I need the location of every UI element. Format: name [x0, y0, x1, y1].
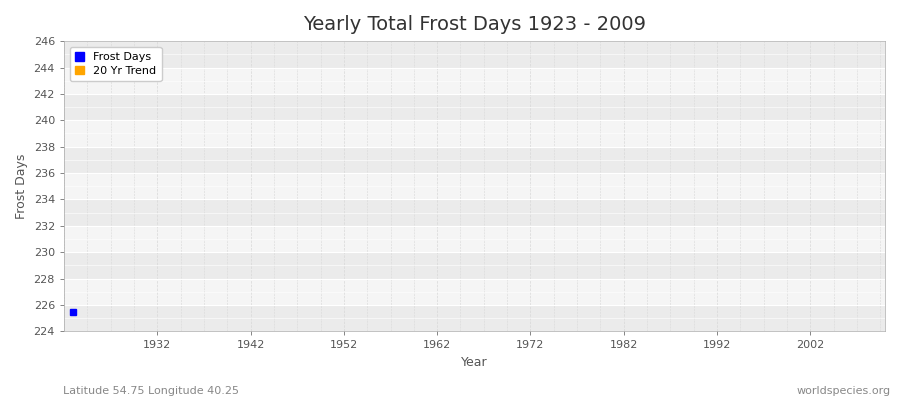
- Bar: [64, 200, 885, 226]
- Bar: [64, 41, 885, 68]
- Bar: [64, 94, 885, 120]
- Bar: [64, 252, 885, 279]
- Bar: [64, 305, 885, 332]
- Text: Latitude 54.75 Longitude 40.25: Latitude 54.75 Longitude 40.25: [63, 386, 239, 396]
- Text: worldspecies.org: worldspecies.org: [796, 386, 891, 396]
- Legend: Frost Days, 20 Yr Trend: Frost Days, 20 Yr Trend: [69, 47, 161, 81]
- Y-axis label: Frost Days: Frost Days: [15, 154, 28, 219]
- Bar: [64, 147, 885, 173]
- Title: Yearly Total Frost Days 1923 - 2009: Yearly Total Frost Days 1923 - 2009: [303, 15, 646, 34]
- X-axis label: Year: Year: [461, 356, 488, 369]
